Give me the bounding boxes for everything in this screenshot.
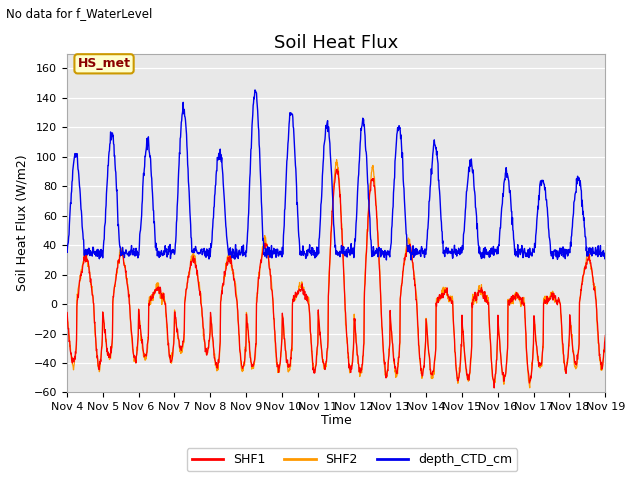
X-axis label: Time: Time: [321, 414, 351, 427]
Title: Soil Heat Flux: Soil Heat Flux: [274, 34, 398, 52]
Legend: SHF1, SHF2, depth_CTD_cm: SHF1, SHF2, depth_CTD_cm: [187, 448, 517, 471]
Text: No data for f_WaterLevel: No data for f_WaterLevel: [6, 7, 153, 20]
Y-axis label: Soil Heat Flux (W/m2): Soil Heat Flux (W/m2): [15, 155, 28, 291]
Text: HS_met: HS_met: [77, 57, 131, 70]
